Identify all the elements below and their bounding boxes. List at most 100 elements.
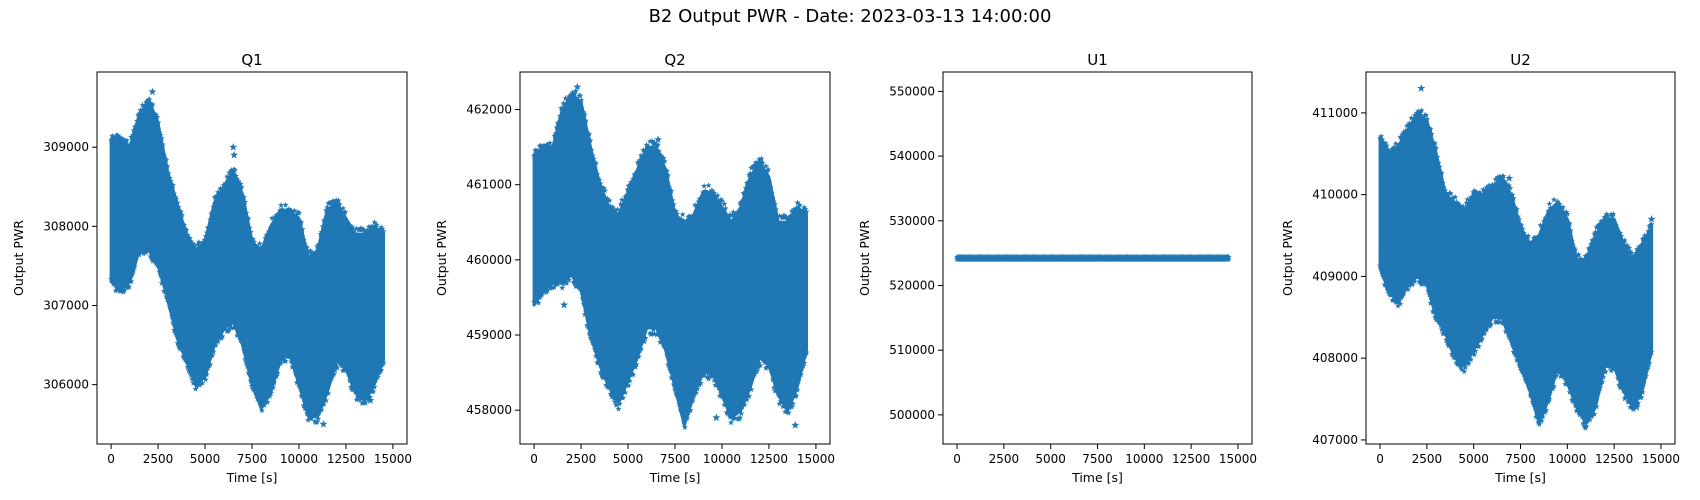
scatter-outlier <box>654 135 663 144</box>
scatter-point <box>675 394 682 401</box>
scatter-point <box>350 381 357 388</box>
scatter-point <box>1592 229 1599 236</box>
scatter-point <box>1479 192 1486 198</box>
scatter-point <box>701 372 708 379</box>
scatter-point <box>1611 219 1618 226</box>
scatter-point <box>633 361 640 368</box>
scatter-point <box>1446 342 1453 348</box>
scatter-point <box>706 189 713 195</box>
scatter-point <box>220 323 227 330</box>
scatter-point <box>1405 286 1412 293</box>
scatter-point <box>1558 369 1565 376</box>
scatter-point <box>337 359 344 366</box>
scatter-point <box>690 392 697 399</box>
scatter-point <box>1488 185 1495 191</box>
scatter-point <box>226 326 233 333</box>
scatter-point <box>137 248 144 255</box>
scatter-point <box>796 202 803 208</box>
scatter-point <box>768 368 775 375</box>
scatter-point <box>1648 349 1655 355</box>
x-tick-label: 10000 <box>280 452 318 466</box>
scatter-point <box>1509 191 1516 198</box>
scatter-point <box>210 203 217 210</box>
scatter-point <box>1424 116 1431 122</box>
scatter-point <box>278 202 285 208</box>
scatter-point <box>541 142 548 149</box>
scatter-point <box>773 382 780 389</box>
scatter-point <box>600 184 607 191</box>
scatter-point <box>118 287 125 294</box>
scatter-point <box>684 220 691 227</box>
scatter-point <box>787 212 794 219</box>
scatter-point <box>300 402 307 409</box>
scatter-point <box>126 142 133 149</box>
scatter-point <box>728 221 735 228</box>
scatter-point <box>1431 313 1439 320</box>
scatter-point <box>707 190 714 197</box>
scatter-point <box>353 225 360 232</box>
scatter-point <box>704 190 711 197</box>
scatter-point <box>281 208 288 215</box>
scatter-point <box>119 140 126 147</box>
scatter-point <box>132 126 139 133</box>
scatter-point <box>561 104 568 111</box>
scatter-point <box>1447 190 1454 197</box>
scatter-point <box>1587 411 1595 417</box>
scatter-point <box>1602 214 1609 221</box>
scatter-point <box>558 105 565 111</box>
scatter-point <box>1391 145 1398 152</box>
scatter-point <box>702 187 709 194</box>
scatter-point <box>323 397 330 404</box>
scatter-point <box>1403 283 1411 290</box>
scatter-point <box>1531 403 1538 410</box>
scatter-point <box>725 214 732 221</box>
scatter-point <box>173 195 180 202</box>
scatter-point <box>177 345 184 352</box>
scatter-point <box>166 304 173 310</box>
scatter-point <box>544 287 551 294</box>
scatter-point <box>597 180 604 187</box>
scatter-point <box>1476 335 1483 342</box>
scatter-point <box>1620 240 1627 246</box>
scatter-point <box>312 249 320 256</box>
scatter-point <box>319 223 326 229</box>
scatter-point <box>711 377 718 384</box>
scatter-point <box>1646 359 1653 366</box>
scatter-point <box>1554 198 1561 205</box>
scatter-point <box>1483 326 1490 333</box>
scatter-point <box>1547 387 1554 394</box>
scatter-point <box>761 359 768 366</box>
scatter-point <box>698 195 705 201</box>
scatter-point <box>1502 180 1509 187</box>
scatter-point <box>587 334 594 341</box>
scatter-point <box>786 404 793 411</box>
scatter-point <box>733 410 740 417</box>
scatter-point <box>1604 360 1611 367</box>
scatter-point <box>368 223 375 230</box>
scatter-point <box>364 394 371 400</box>
scatter-point <box>1436 317 1443 324</box>
scatter-point <box>359 400 366 407</box>
scatter-point <box>332 367 339 373</box>
scatter-point <box>140 106 147 113</box>
scatter-point <box>1516 361 1523 368</box>
scatter-point <box>660 154 667 161</box>
scatter-point <box>1518 222 1525 229</box>
scatter-point <box>285 205 292 212</box>
scatter-point <box>572 87 579 94</box>
scatter-point <box>652 147 659 153</box>
scatter-point <box>1469 194 1476 200</box>
scatter-point <box>292 370 299 377</box>
scatter-point <box>657 339 664 345</box>
scatter-point <box>801 359 808 366</box>
scatter-point <box>314 418 321 425</box>
scatter-point <box>1568 238 1575 244</box>
scatter-point <box>1443 189 1450 196</box>
scatter-point <box>1507 334 1514 341</box>
scatter-point <box>628 370 636 377</box>
scatter-point <box>1439 180 1446 186</box>
scatter-point <box>672 208 679 214</box>
scatter-point <box>767 183 774 190</box>
scatter-point <box>803 208 810 215</box>
scatter-point <box>1570 242 1577 249</box>
